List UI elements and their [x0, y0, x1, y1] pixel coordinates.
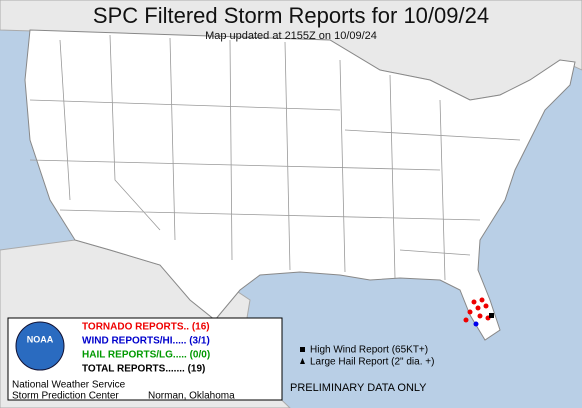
title: SPC Filtered Storm Reports for 10/09/24 [93, 3, 489, 28]
hail-symbol [300, 358, 305, 364]
noaa-logo [15, 321, 65, 371]
tornado-report [483, 303, 489, 309]
tornado-report [463, 317, 469, 323]
tornado-report [477, 313, 483, 319]
wind-legend: WIND REPORTS/HI..... (3/1) [82, 336, 210, 347]
tornado-report [467, 309, 473, 315]
hail-legend: HAIL REPORTS/LG..... (0/0) [82, 350, 210, 361]
subtitle: Map updated at 2155Z on 10/09/24 [205, 30, 377, 42]
reports [463, 297, 494, 327]
total-legend: TOTAL REPORTS....... (19) [82, 364, 205, 375]
high-wind-report [489, 313, 494, 318]
symbol-label: Large Hail Report (2" dia. +) [310, 357, 434, 368]
note: PRELIMINARY DATA ONLY [290, 382, 427, 394]
wind-report [473, 321, 479, 327]
symbol-label: High Wind Report (65KT+) [310, 345, 428, 356]
state-lines [29, 34, 521, 281]
org: National Weather Service [12, 380, 126, 391]
location: Norman, Oklahoma [148, 391, 235, 402]
logo-text: NOAA [27, 334, 54, 344]
tornado-report [479, 297, 485, 303]
tornado-legend: TORNADO REPORTS.. (16) [82, 322, 210, 333]
tornado-report [475, 305, 481, 311]
usa [24, 29, 576, 341]
center: Storm Prediction Center [12, 391, 119, 402]
tornado-report [471, 299, 477, 305]
wind-symbol [300, 347, 305, 352]
